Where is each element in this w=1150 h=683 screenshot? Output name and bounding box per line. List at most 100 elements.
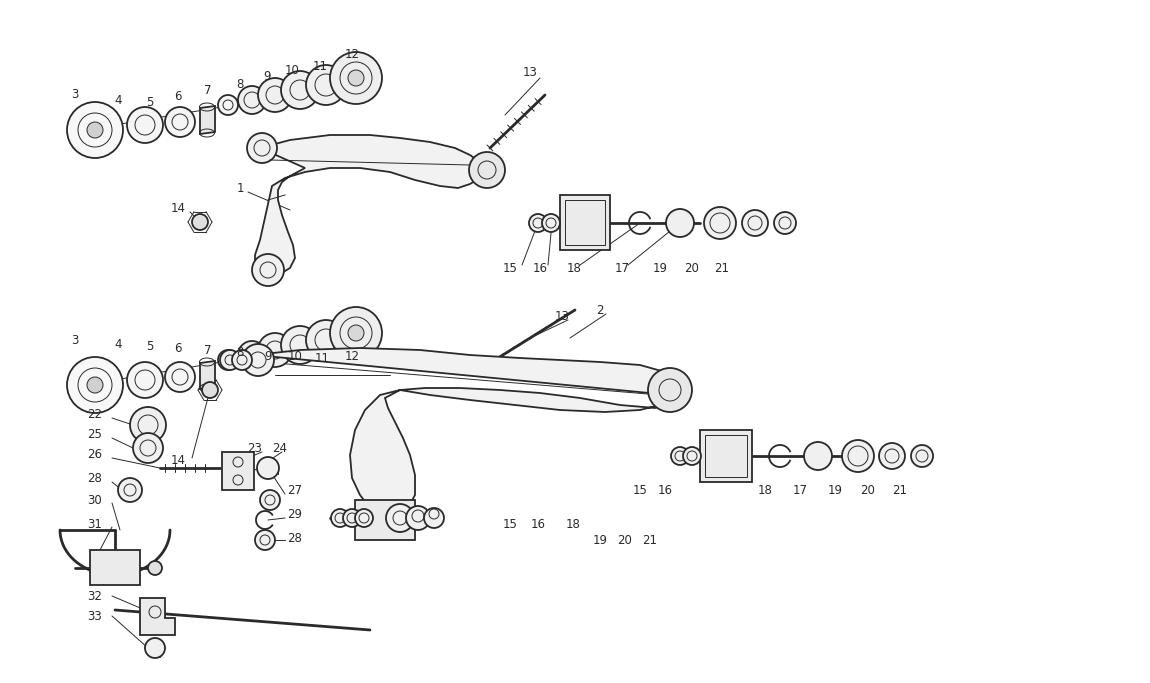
Circle shape bbox=[330, 52, 382, 104]
Text: 21: 21 bbox=[643, 533, 658, 546]
Text: 24: 24 bbox=[273, 441, 288, 454]
Bar bbox=[565, 200, 605, 245]
Text: 7: 7 bbox=[205, 83, 212, 96]
Circle shape bbox=[804, 442, 831, 470]
Circle shape bbox=[218, 95, 238, 115]
Text: 14: 14 bbox=[170, 201, 185, 214]
Polygon shape bbox=[200, 361, 215, 389]
Circle shape bbox=[348, 325, 365, 341]
Circle shape bbox=[126, 362, 163, 398]
Circle shape bbox=[164, 107, 196, 137]
Text: 12: 12 bbox=[345, 48, 360, 61]
Text: 7: 7 bbox=[205, 344, 212, 357]
Text: 13: 13 bbox=[522, 66, 537, 79]
Text: 15: 15 bbox=[503, 518, 518, 531]
Circle shape bbox=[67, 357, 123, 413]
Circle shape bbox=[126, 107, 163, 143]
Circle shape bbox=[145, 638, 164, 658]
Circle shape bbox=[247, 133, 277, 163]
Text: 16: 16 bbox=[658, 484, 673, 497]
Circle shape bbox=[542, 214, 560, 232]
Text: 16: 16 bbox=[532, 262, 547, 275]
Circle shape bbox=[842, 440, 874, 472]
Circle shape bbox=[130, 407, 166, 443]
Circle shape bbox=[406, 506, 430, 530]
Text: 1: 1 bbox=[236, 182, 244, 195]
Text: 18: 18 bbox=[758, 484, 773, 497]
Text: 27: 27 bbox=[288, 484, 302, 497]
Text: 25: 25 bbox=[87, 428, 102, 441]
Circle shape bbox=[879, 443, 905, 469]
Circle shape bbox=[683, 447, 702, 465]
Circle shape bbox=[242, 344, 274, 376]
Circle shape bbox=[343, 509, 361, 527]
Text: 13: 13 bbox=[554, 309, 569, 322]
Text: 3: 3 bbox=[71, 89, 78, 102]
Text: 4: 4 bbox=[114, 337, 122, 350]
Circle shape bbox=[281, 71, 319, 109]
Text: 12: 12 bbox=[345, 350, 360, 363]
Circle shape bbox=[529, 214, 547, 232]
Circle shape bbox=[386, 504, 414, 532]
Text: 19: 19 bbox=[828, 484, 843, 497]
Text: 32: 32 bbox=[87, 589, 102, 602]
Text: 6: 6 bbox=[175, 342, 182, 354]
Circle shape bbox=[256, 457, 279, 479]
Polygon shape bbox=[255, 135, 485, 276]
Circle shape bbox=[148, 561, 162, 575]
Polygon shape bbox=[200, 106, 215, 134]
Circle shape bbox=[670, 447, 689, 465]
Circle shape bbox=[238, 86, 266, 114]
Bar bbox=[705, 435, 748, 477]
Circle shape bbox=[258, 78, 292, 112]
Text: 3: 3 bbox=[71, 333, 78, 346]
Text: 15: 15 bbox=[632, 484, 647, 497]
Text: 18: 18 bbox=[567, 262, 582, 275]
Text: 33: 33 bbox=[87, 609, 102, 622]
Bar bbox=[700, 430, 752, 482]
Circle shape bbox=[133, 433, 163, 463]
Bar bbox=[90, 550, 140, 585]
Text: 10: 10 bbox=[284, 64, 299, 76]
Bar bbox=[355, 500, 415, 540]
Text: 10: 10 bbox=[288, 350, 302, 363]
Circle shape bbox=[87, 377, 103, 393]
Text: 16: 16 bbox=[530, 518, 545, 531]
Circle shape bbox=[469, 152, 505, 188]
Circle shape bbox=[218, 350, 238, 370]
Circle shape bbox=[666, 209, 693, 237]
Text: 23: 23 bbox=[247, 441, 262, 454]
Polygon shape bbox=[255, 348, 675, 515]
Text: 8: 8 bbox=[236, 346, 244, 359]
Text: 29: 29 bbox=[288, 509, 302, 522]
Text: 31: 31 bbox=[87, 518, 102, 531]
Text: 30: 30 bbox=[87, 494, 102, 507]
Circle shape bbox=[220, 350, 240, 370]
Circle shape bbox=[252, 254, 284, 286]
Circle shape bbox=[774, 212, 796, 234]
Text: 20: 20 bbox=[860, 484, 875, 497]
Circle shape bbox=[67, 102, 123, 158]
Text: 11: 11 bbox=[314, 352, 330, 365]
Text: 26: 26 bbox=[87, 449, 102, 462]
Text: 21: 21 bbox=[892, 484, 907, 497]
Circle shape bbox=[238, 341, 266, 369]
Text: 9: 9 bbox=[263, 70, 270, 83]
Text: 8: 8 bbox=[236, 79, 244, 92]
Circle shape bbox=[281, 326, 319, 364]
Circle shape bbox=[306, 65, 346, 105]
Circle shape bbox=[704, 207, 736, 239]
Circle shape bbox=[647, 368, 692, 412]
Text: 18: 18 bbox=[566, 518, 581, 531]
Text: 5: 5 bbox=[146, 339, 154, 352]
Circle shape bbox=[232, 350, 252, 370]
Circle shape bbox=[260, 490, 279, 510]
Text: 11: 11 bbox=[313, 59, 328, 72]
Circle shape bbox=[331, 509, 348, 527]
Circle shape bbox=[330, 307, 382, 359]
Text: 19: 19 bbox=[652, 262, 667, 275]
Circle shape bbox=[202, 382, 218, 398]
Text: 19: 19 bbox=[592, 533, 607, 546]
Text: 20: 20 bbox=[684, 262, 699, 275]
Text: 14: 14 bbox=[170, 454, 185, 466]
